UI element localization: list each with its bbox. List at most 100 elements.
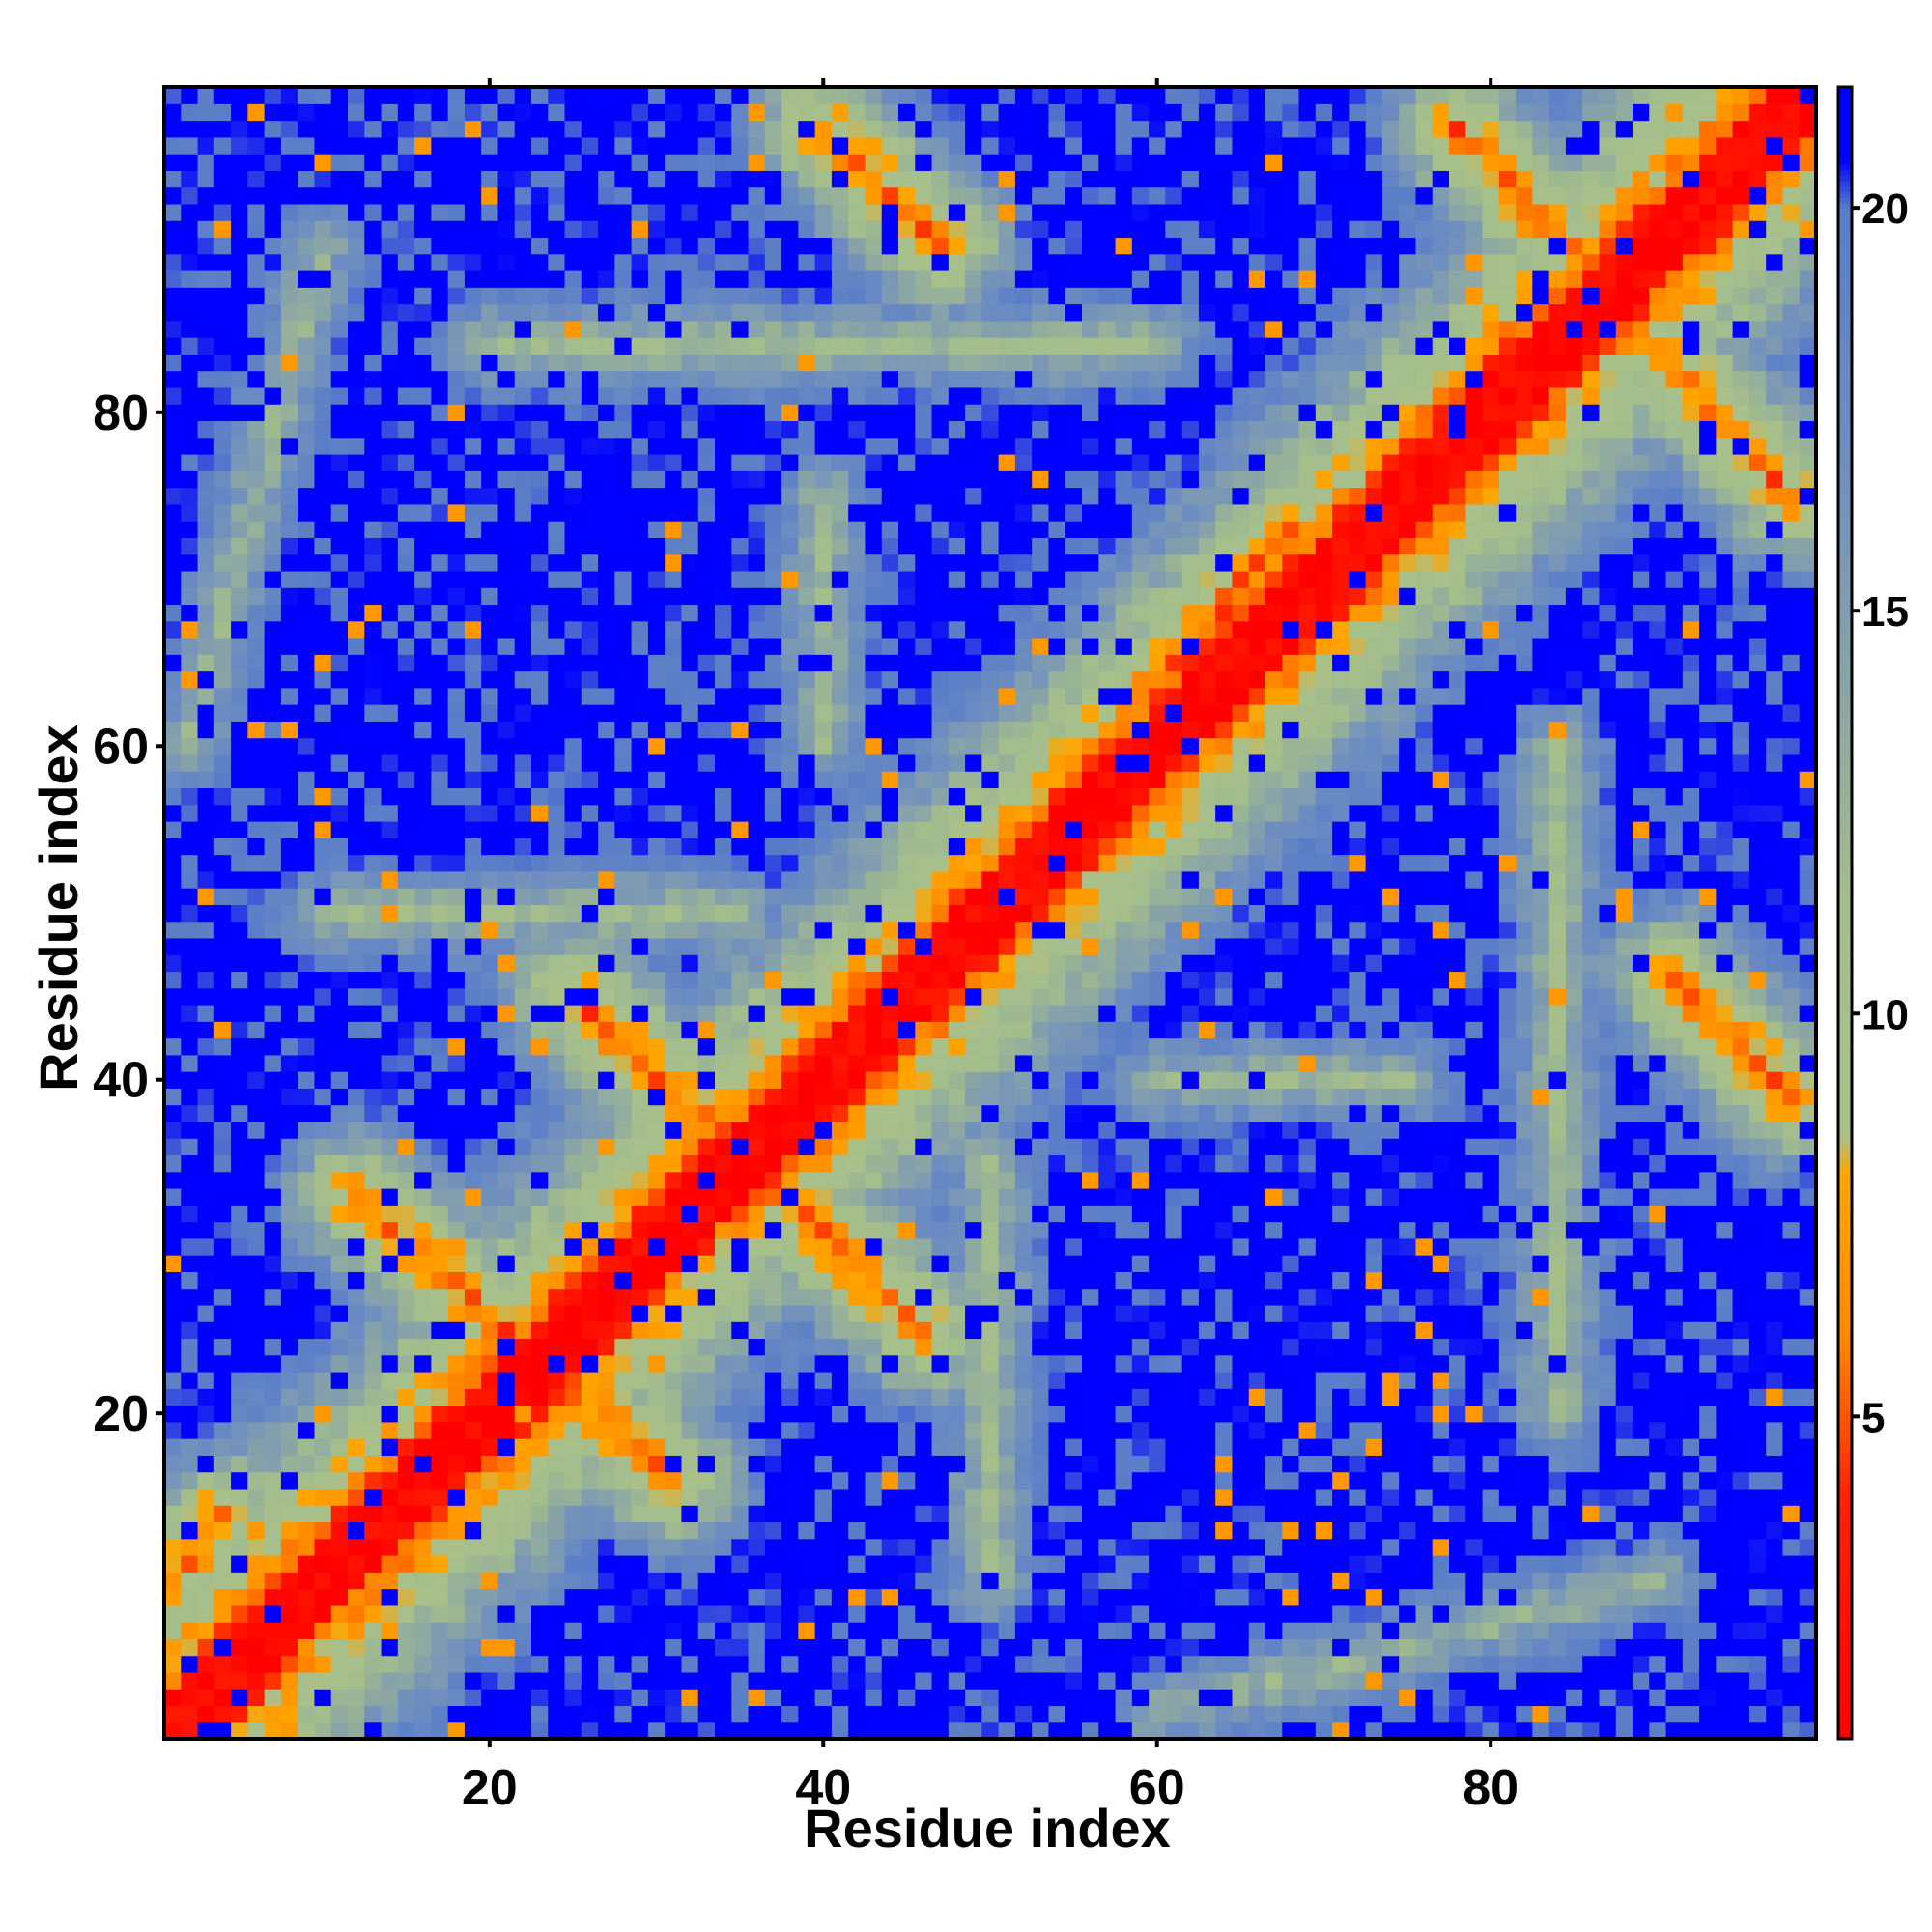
heatmap-cell [231,1205,248,1223]
heatmap-cell [247,1521,266,1540]
heatmap-cell [781,904,799,923]
heatmap-cell [948,136,966,155]
heatmap-cell [848,937,867,955]
heatmap-cell [998,1271,1016,1290]
heatmap-cell [798,120,816,138]
heatmap-cell [631,203,649,221]
heatmap-cell [397,1221,415,1239]
heatmap-cell [181,320,199,338]
heatmap-cell [364,1505,383,1523]
heatmap-cell [681,1671,699,1690]
heatmap-cell [464,1455,482,1473]
heatmap-cell [298,987,316,1006]
heatmap-cell [848,1388,867,1406]
heatmap-cell [330,821,349,838]
heatmap-cell [564,1237,582,1256]
heatmap-cell [247,1555,266,1573]
heatmap-cell [848,838,867,856]
heatmap-cell [231,370,248,388]
heatmap-cell [348,654,365,672]
heatmap-cell [564,1354,582,1373]
heatmap-cell [264,971,282,989]
heatmap-cell [831,186,849,205]
heatmap-cell [681,521,699,538]
heatmap-cell [898,1588,916,1606]
heatmap-cell [814,287,833,305]
heatmap-cell [731,1455,750,1473]
heatmap-cell [581,354,599,372]
heatmap-cell [231,721,248,739]
heatmap-cell [481,1288,499,1306]
heatmap-cell [981,1321,1000,1340]
heatmap-cell [431,753,449,772]
heatmap-cell [881,921,899,939]
heatmap-cell [865,337,883,355]
heatmap-cell [981,787,1000,806]
heatmap-cell [865,1071,883,1089]
heatmap-cell [881,454,899,471]
heatmap-cell [881,654,899,672]
heatmap-cell [514,1021,532,1039]
heatmap-cell [697,971,716,989]
heatmap-cell [881,1671,899,1690]
heatmap-cell [330,1671,349,1690]
heatmap-cell [981,503,1000,522]
heatmap-cell [748,854,766,872]
heatmap-cell [647,971,666,989]
heatmap-cell [731,921,750,939]
heatmap-cell [431,1221,449,1239]
heatmap-cell [965,1054,982,1072]
heatmap-cell [213,120,232,138]
heatmap-cell [865,854,883,872]
heatmap-cell [397,870,415,889]
heatmap-cell [431,287,449,305]
heatmap-cell [197,386,215,405]
heatmap-cell [497,203,516,221]
heatmap-cell [447,1171,466,1189]
heatmap-cell [848,604,867,622]
heatmap-cell [948,354,966,372]
heatmap-cell [197,1538,215,1556]
heatmap-cell [298,587,316,606]
heatmap-cell [581,1304,599,1322]
heatmap-cell [314,404,332,422]
heatmap-cell [314,103,332,122]
heatmap-cell [998,1655,1016,1673]
heatmap-cell [231,1121,248,1139]
heatmap-cell [581,1588,599,1606]
heatmap-cell [781,1338,799,1356]
heatmap-cell [981,620,1000,639]
heatmap-cell [614,604,633,622]
heatmap-cell [865,1721,883,1740]
heatmap-cell [330,1071,349,1089]
heatmap-cell [614,537,633,555]
heatmap-cell [748,1671,766,1690]
heatmap-cell [598,320,615,338]
heatmap-cell [381,154,399,171]
heatmap-cell [647,1321,666,1340]
heatmap-cell [181,470,199,489]
heatmap-cell [564,303,582,322]
heatmap-cell [781,1205,799,1223]
heatmap-cell [881,1388,899,1406]
heatmap-cell [598,787,615,806]
heatmap-cell [264,253,282,271]
heatmap-cell [781,1705,799,1723]
heatmap-cell [364,1521,383,1540]
heatmap-cell [414,838,432,856]
heatmap-cell [631,1188,649,1206]
heatmap-cell [881,1689,899,1707]
heatmap-cell [781,937,799,955]
heatmap-cell [981,1721,1000,1740]
heatmap-cell [715,1237,732,1256]
heatmap-cell [447,821,466,838]
heatmap-cell [181,771,199,789]
heatmap-cell [280,136,298,155]
heatmap-cell [397,1705,415,1723]
heatmap-cell [848,154,867,171]
heatmap-cell [564,203,582,221]
heatmap-cell [781,921,799,939]
heatmap-cell [831,1455,849,1473]
heatmap-cell [531,937,549,955]
heatmap-cell [614,1104,633,1122]
